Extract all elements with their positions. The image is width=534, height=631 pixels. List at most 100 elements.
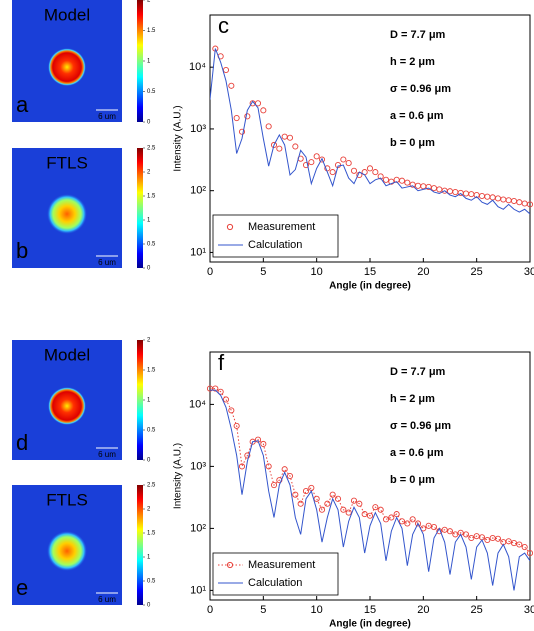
annotation: D = 7.7 μm <box>390 366 446 378</box>
data-point <box>313 153 320 160</box>
annotation: h = 2 μm <box>390 393 435 405</box>
data-point <box>286 134 294 141</box>
data-point <box>254 436 262 443</box>
data-point <box>238 128 246 135</box>
scale-label: 6 um <box>98 595 116 604</box>
data-point <box>292 491 299 498</box>
colorbar-tick-label: 1 <box>147 218 151 224</box>
data-point <box>297 500 304 507</box>
data-point <box>414 520 422 527</box>
data-point <box>260 440 267 448</box>
series-line <box>210 389 530 591</box>
annotation: σ = 0.96 μm <box>390 420 451 432</box>
data-point <box>276 145 283 152</box>
legend-box <box>212 214 339 258</box>
data-point <box>222 396 230 403</box>
data-point <box>372 169 379 176</box>
data-point <box>244 113 251 120</box>
panel-title: FTLS <box>46 490 88 509</box>
particle-image <box>47 531 87 571</box>
panel-letter: e <box>16 575 28 600</box>
colorbar-tick-label: 1.5 <box>147 368 156 374</box>
series-line <box>210 48 530 215</box>
data-point <box>345 160 352 167</box>
colorbar-tick-label: 0 <box>147 458 151 464</box>
colorbar-tick-label: 1 <box>147 398 151 404</box>
x-tick-label: 15 <box>364 266 376 278</box>
y-tick-label: 10³ <box>190 460 206 472</box>
data-point <box>484 536 491 544</box>
data-point <box>521 544 528 551</box>
colorbar <box>137 148 143 268</box>
panel-letter: d <box>16 430 28 455</box>
x-tick-label: 10 <box>311 604 323 616</box>
colorbar-tick-label: 2.5 <box>147 146 156 152</box>
colorbar-tick-label: 0 <box>147 120 151 126</box>
y-tick-label: 10³ <box>190 123 206 135</box>
data-point <box>260 107 267 114</box>
annotation: a = 0.6 μm <box>390 110 444 122</box>
colorbar <box>137 485 143 605</box>
data-point <box>350 497 358 504</box>
colorbar <box>137 340 143 460</box>
x-tick-label: 0 <box>207 266 213 278</box>
panel-letter: c <box>218 13 229 38</box>
legend-marker <box>226 223 234 231</box>
data-point <box>526 550 534 557</box>
data-point <box>345 509 352 516</box>
data-point <box>308 159 315 166</box>
legend-label: Measurement <box>248 559 315 571</box>
data-point <box>212 385 219 392</box>
y-tick-label: 10² <box>190 522 206 534</box>
data-point <box>366 165 374 172</box>
colorbar-tick-label: 1 <box>147 59 151 65</box>
colorbar-tick-label: 0.5 <box>147 242 156 248</box>
colorbar-tick-label: 0.5 <box>147 89 156 95</box>
data-point <box>446 528 454 535</box>
data-point <box>270 482 278 489</box>
panel-letter: b <box>16 238 28 263</box>
y-axis-label: Intensity (A.U.) <box>173 105 184 171</box>
x-tick-label: 25 <box>471 266 483 278</box>
data-point <box>324 500 331 507</box>
data-point <box>233 115 240 122</box>
y-tick-label: 10⁴ <box>189 398 206 410</box>
data-point <box>318 506 326 513</box>
x-tick-label: 5 <box>260 266 266 278</box>
x-tick-label: 25 <box>471 604 483 616</box>
panel-letter: f <box>218 350 225 375</box>
x-tick-label: 15 <box>364 604 376 616</box>
scale-label: 6 um <box>98 112 116 121</box>
data-point <box>388 178 395 185</box>
data-point <box>382 516 390 523</box>
data-point <box>510 540 518 547</box>
annotation: h = 2 μm <box>390 56 435 68</box>
x-tick-label: 30 <box>524 266 534 278</box>
data-point <box>238 463 246 470</box>
data-point <box>228 407 235 414</box>
legend-label: Measurement <box>248 221 315 233</box>
annotation: a = 0.6 μm <box>390 447 444 459</box>
y-tick-label: 10¹ <box>190 246 206 258</box>
scale-label: 6 um <box>98 258 116 267</box>
colorbar-tick-label: 2 <box>147 170 151 176</box>
colorbar <box>137 0 143 122</box>
data-point <box>254 100 262 107</box>
y-axis-label: Intensity (A.U.) <box>173 443 184 509</box>
annotation: D = 7.7 μm <box>390 29 446 41</box>
particle-image <box>47 194 87 234</box>
colorbar-tick-label: 2 <box>147 0 151 4</box>
colorbar-tick-label: 1.5 <box>147 28 156 34</box>
panel-title: FTLS <box>46 153 88 172</box>
colorbar-tick-label: 0 <box>147 603 151 609</box>
data-point <box>233 422 240 429</box>
annotation: σ = 0.96 μm <box>390 83 451 95</box>
x-tick-label: 30 <box>524 604 534 616</box>
x-axis-label: Angle (in degree) <box>329 619 411 630</box>
data-point <box>361 511 368 518</box>
data-point <box>366 512 374 519</box>
legend-label: Calculation <box>248 577 302 589</box>
data-point <box>356 500 363 507</box>
colorbar-tick-label: 2 <box>147 507 151 513</box>
